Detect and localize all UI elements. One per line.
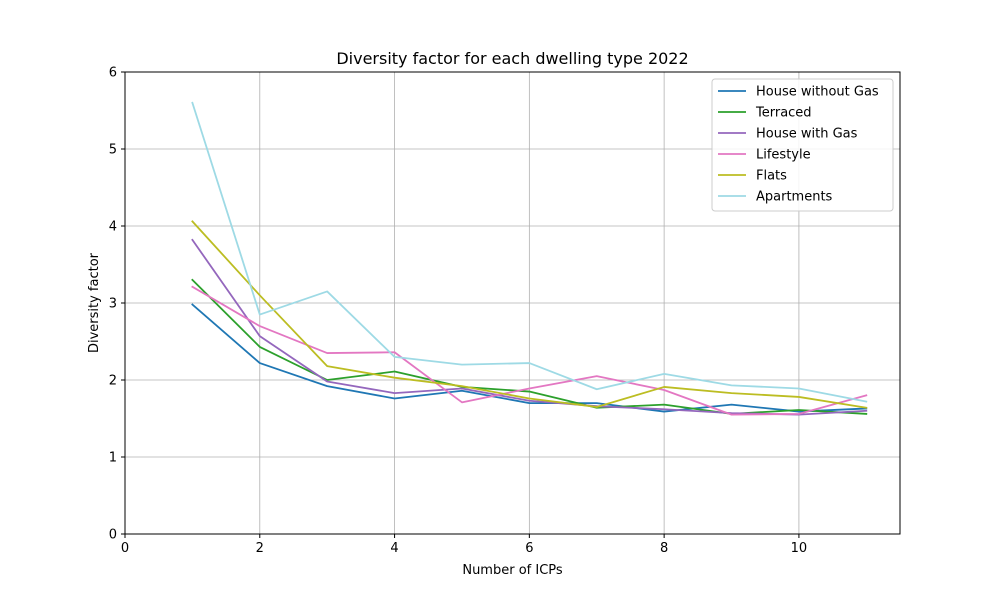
axis-ticks: 0 2 4 6 8 10 0 1 2 3 4 5 6 bbox=[109, 66, 807, 557]
y-axis-label: Diversity factor bbox=[87, 252, 102, 353]
series-lines bbox=[191, 101, 868, 416]
y-tick-label: 1 bbox=[109, 451, 117, 466]
legend: House without Gas Terraced House with Gas L… bbox=[711, 78, 894, 212]
chart-title: Diversity factor for each dwelling type … bbox=[336, 49, 688, 68]
x-tick-label: 10 bbox=[791, 541, 808, 556]
y-tick-label: 5 bbox=[109, 143, 117, 158]
legend-label: Flats bbox=[756, 169, 787, 184]
x-tick-label: 4 bbox=[390, 541, 398, 556]
series-line-terraced bbox=[191, 278, 868, 415]
x-tick-label: 0 bbox=[121, 541, 129, 556]
series-line-apartments bbox=[191, 101, 868, 403]
x-tick-label: 2 bbox=[256, 541, 264, 556]
y-tick-label: 2 bbox=[109, 374, 117, 389]
legend-label: Apartments bbox=[756, 190, 833, 205]
legend-label: House with Gas bbox=[756, 127, 858, 142]
series-line-flats bbox=[191, 220, 868, 409]
y-tick-label: 6 bbox=[109, 66, 117, 81]
series-line-house-without-gas bbox=[191, 303, 868, 413]
x-axis-label: Number of ICPs bbox=[462, 563, 563, 578]
x-tick-label: 6 bbox=[525, 541, 533, 556]
x-tick-label: 8 bbox=[660, 541, 668, 556]
legend-label: Lifestyle bbox=[756, 148, 811, 163]
legend-label: House without Gas bbox=[756, 85, 879, 100]
y-tick-label: 0 bbox=[109, 528, 117, 543]
y-tick-label: 3 bbox=[109, 297, 117, 312]
legend-label: Terraced bbox=[755, 106, 812, 121]
series-line-lifestyle bbox=[191, 285, 868, 416]
legend-box bbox=[711, 78, 894, 212]
y-tick-label: 4 bbox=[109, 220, 117, 235]
